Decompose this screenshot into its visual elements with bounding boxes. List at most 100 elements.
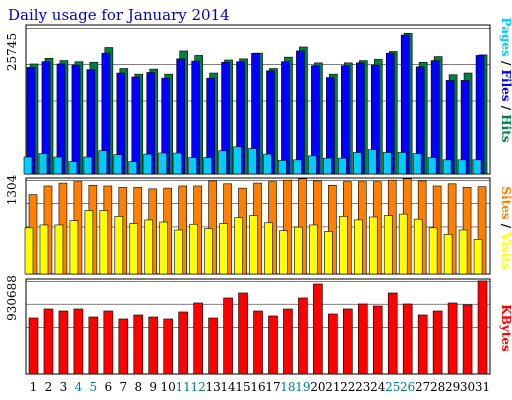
- x-tick-day-28: 28: [430, 380, 445, 394]
- x-tick-day-2: 2: [45, 380, 53, 394]
- bar-pages-day-24: [367, 149, 377, 175]
- bar-kbytes-day-22: [343, 308, 353, 375]
- bar-kbytes-day-9: [148, 316, 159, 375]
- bar-visits-day-10: [159, 221, 169, 275]
- x-tick-day-20: 20: [310, 380, 325, 394]
- bar-visits-day-23: [353, 219, 363, 275]
- bar-kbytes-day-16: [253, 310, 263, 375]
- legend-part: KBytes: [499, 304, 512, 352]
- panel-3-ymax-label: 930688: [5, 275, 19, 321]
- bar-pages-day-3: [53, 156, 63, 175]
- panel-2-series-legend: Sites / Visits: [499, 186, 512, 269]
- bar-visits-day-5: [84, 210, 94, 275]
- bar-visits-day-12: [189, 223, 198, 275]
- panel-3-series-legend: KBytes: [499, 304, 512, 352]
- bar-pages-day-18: [278, 160, 287, 175]
- x-tick-day-19: 19: [295, 380, 310, 394]
- bar-visits-day-4: [69, 220, 79, 275]
- bar-kbytes-day-24: [372, 305, 383, 375]
- bar-pages-day-17: [263, 153, 272, 175]
- legend-part: Hits: [499, 114, 512, 142]
- bar-visits-day-9: [144, 219, 154, 275]
- chart-title: Daily usage for January 2014: [8, 6, 230, 24]
- bar-pages-day-19: [293, 159, 302, 175]
- bar-visits-day-15: [234, 217, 243, 275]
- bar-kbytes-day-3: [58, 310, 69, 375]
- legend-part: Visits: [499, 231, 512, 270]
- bar-visits-day-17: [264, 222, 273, 275]
- bar-visits-day-31: [473, 239, 483, 275]
- bar-files-day-8: [131, 76, 141, 175]
- x-tick-day-16: 16: [250, 380, 265, 394]
- bar-kbytes-day-30: [462, 304, 473, 375]
- bar-kbytes-day-17: [268, 315, 278, 375]
- x-axis-day-labels: 1 2 3 4 5 6 7 8 9 10 11 12 13 14 15 16 17 18 19 20 21 22 23 24 2…: [30, 380, 490, 394]
- bar-pages-day-5: [83, 156, 93, 175]
- bar-pages-day-31: [472, 159, 482, 175]
- bar-kbytes-day-8: [133, 314, 144, 375]
- bar-pages-day-6: [98, 150, 108, 175]
- bar-visits-day-19: [294, 226, 303, 275]
- bar-files-day-4: [71, 64, 81, 175]
- bar-visits-day-20: [309, 224, 318, 275]
- bar-kbytes-day-31: [477, 280, 488, 375]
- x-tick-day-8: 8: [134, 380, 142, 394]
- x-tick-day-5: 5: [90, 380, 98, 394]
- bar-pages-day-10: [158, 152, 168, 175]
- bar-kbytes-day-4: [73, 308, 84, 375]
- bar-pages-day-13: [203, 157, 212, 175]
- bar-pages-day-12: [188, 157, 197, 175]
- panel-1-ymax-label: 25745: [5, 33, 19, 71]
- bar-pages-day-2: [38, 153, 48, 175]
- panel-1-series-legend: Pages / Files / Hits: [499, 18, 512, 143]
- legend-part: /: [499, 220, 512, 233]
- bar-pages-day-30: [457, 159, 467, 175]
- bar-pages-day-25: [382, 152, 392, 175]
- bar-visits-day-25: [383, 215, 393, 275]
- bar-visits-day-1: [24, 227, 34, 275]
- bar-kbytes-day-14: [223, 297, 233, 375]
- bar-kbytes-day-2: [43, 308, 54, 375]
- bar-pages-day-8: [128, 161, 138, 175]
- bar-visits-day-27: [413, 218, 423, 275]
- bar-files-day-12: [191, 60, 200, 175]
- bar-pages-day-28: [427, 157, 437, 175]
- x-tick-day-1: 1: [30, 380, 38, 394]
- x-tick-day-26: 26: [400, 380, 415, 394]
- bar-kbytes-day-25: [387, 292, 398, 375]
- bar-kbytes-day-20: [313, 283, 323, 375]
- x-tick-day-7: 7: [119, 380, 127, 394]
- bar-visits-day-30: [458, 229, 468, 275]
- bar-files-day-31: [475, 55, 485, 175]
- bar-visits-day-18: [279, 230, 288, 275]
- x-tick-day-18: 18: [280, 380, 295, 394]
- bar-visits-day-24: [368, 216, 378, 275]
- bar-pages-day-21: [323, 157, 332, 175]
- x-tick-day-22: 22: [340, 380, 355, 394]
- x-tick-day-23: 23: [355, 380, 370, 394]
- bar-visits-day-29: [443, 234, 453, 275]
- bar-kbytes-day-26: [402, 303, 413, 375]
- bar-pages-day-15: [233, 146, 242, 175]
- legend-part: Sites: [499, 186, 512, 219]
- bar-pages-day-27: [412, 153, 422, 175]
- bar-pages-day-29: [442, 159, 452, 175]
- bar-visits-day-14: [219, 223, 228, 275]
- bar-visits-day-16: [249, 215, 258, 275]
- bar-kbytes-day-10: [163, 318, 174, 375]
- x-tick-day-11: 11: [176, 380, 191, 394]
- bar-visits-day-22: [339, 215, 348, 275]
- x-tick-day-27: 27: [415, 380, 430, 394]
- bar-kbytes-day-12: [193, 302, 203, 375]
- bar-pages-day-26: [397, 152, 407, 175]
- legend-part: /: [499, 57, 512, 70]
- bar-kbytes-day-27: [417, 314, 428, 375]
- bar-visits-day-13: [204, 228, 213, 275]
- bar-kbytes-day-23: [357, 303, 368, 375]
- bar-pages-day-22: [338, 157, 347, 175]
- bar-files-day-22: [341, 65, 350, 175]
- bar-visits-day-6: [99, 210, 109, 275]
- legend-part: /: [499, 102, 512, 115]
- bar-pages-day-23: [352, 152, 362, 175]
